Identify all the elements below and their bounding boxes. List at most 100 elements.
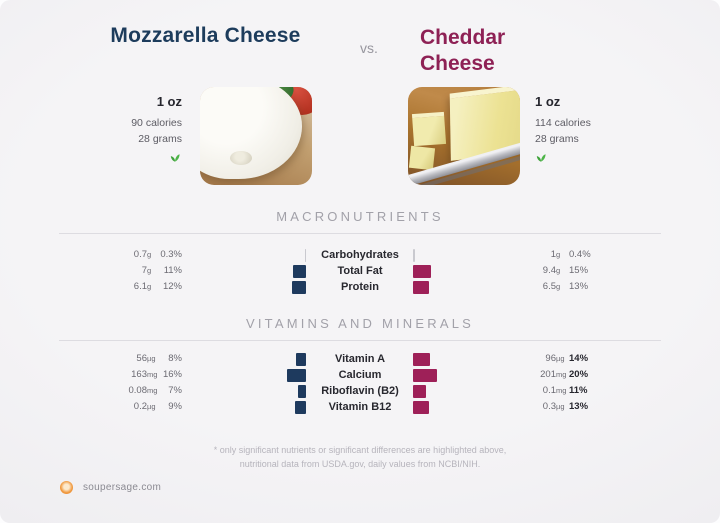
left-value-bar <box>295 400 306 414</box>
nutrient-label: Calcium <box>338 369 382 381</box>
mozzarella-photo <box>200 87 312 185</box>
left-amount: 6.1 g <box>80 279 151 295</box>
right-value-bar <box>413 368 437 382</box>
left-serving-size: 1 oz <box>156 94 182 109</box>
unit: mg <box>147 370 158 379</box>
left-food-title: Mozzarella Cheese <box>110 24 301 47</box>
sprout-icon <box>57 150 182 162</box>
right-bar-track <box>413 279 523 295</box>
unit: g <box>556 282 561 291</box>
left-value-bar <box>304 248 306 262</box>
unit: g <box>147 250 152 259</box>
cheddar-cube <box>411 111 447 147</box>
nutrient-label: Vitamin A <box>334 353 386 365</box>
left-bar-track <box>206 247 306 263</box>
right-bar-track <box>413 263 523 279</box>
right-value-bar <box>413 352 430 366</box>
unit: mg <box>147 386 158 395</box>
vs-label: vs. <box>360 40 378 56</box>
section-title: VITAMINS AND MINERALS <box>245 316 475 331</box>
right-amount: 0.1 mg <box>518 383 567 399</box>
right-amount: 0.3 µg <box>518 399 565 415</box>
left-amount: 163 mg <box>80 367 157 383</box>
left-percent-dv: 11% <box>163 265 182 276</box>
right-bar-track <box>413 399 523 415</box>
footer: soupersage.com <box>60 481 161 494</box>
right-food-title: Cheddar Cheese <box>420 25 590 76</box>
left-bar-track <box>206 399 306 415</box>
left-percent-dv: 16% <box>162 369 182 380</box>
left-percent-dv: 12% <box>162 281 182 292</box>
nutrient-row: 163 mg 16% Calcium 201 mg 20% <box>0 367 720 383</box>
section-divider <box>59 340 661 341</box>
right-percent-dv: 13% <box>569 401 589 412</box>
left-bar-track <box>206 279 306 295</box>
left-amount: 0.7 g <box>80 247 151 263</box>
left-percent-dv: 9% <box>168 401 182 412</box>
left-value-bar <box>296 352 306 366</box>
nutrient-label: Riboflavin (B2) <box>321 385 399 397</box>
unit: g <box>556 250 561 259</box>
right-bar-track <box>413 367 523 383</box>
nutrient-row: 0.08 mg 7% Riboflavin (B2) 0.1 mg 11% <box>0 383 720 399</box>
left-amount: 0.08 mg <box>80 383 158 399</box>
right-food-title-line1: Cheddar <box>420 26 506 49</box>
mozzarella-dimple <box>230 151 252 165</box>
nutrient-rows: 56 µg 8% Vitamin A 96 µg 14% 163 mg 16% Cal… <box>0 351 720 415</box>
left-serving-info: 1 oz 90 calories 28 grams <box>57 94 182 162</box>
nutrient-row: 56 µg 8% Vitamin A 96 µg 14% <box>0 351 720 367</box>
right-percent-dv: 20% <box>569 369 589 380</box>
nutrient-label: Vitamin B12 <box>328 401 392 413</box>
right-bar-track <box>413 383 523 399</box>
left-value-bar <box>297 384 306 398</box>
mozzarella-ball <box>200 87 302 179</box>
nutrient-row: 0.2 µg 9% Vitamin B12 0.3 µg 13% <box>0 399 720 415</box>
nutrient-row: 6.1 g 12% Protein 6.5 g 13% <box>0 279 720 295</box>
unit: µg <box>147 402 156 411</box>
nutrient-section: VITAMINS AND MINERALS 56 µg 8% Vitamin A … <box>0 317 720 415</box>
left-calories: 90 calories <box>131 117 182 129</box>
right-percent-dv: 14% <box>569 353 589 364</box>
nutrient-label: Total Fat <box>337 265 383 277</box>
left-value-bar <box>286 368 306 382</box>
right-serving-size: 1 oz <box>535 94 561 109</box>
right-amount: 96 µg <box>518 351 564 367</box>
right-amount: 6.5 g <box>518 279 560 295</box>
left-value-bar <box>292 264 306 278</box>
left-value-bar <box>291 280 306 294</box>
right-percent-dv: 11% <box>569 385 588 396</box>
nutrient-label: Carbohydrates <box>321 249 399 261</box>
right-amount: 201 mg <box>518 367 566 383</box>
section-title: MACRONUTRIENTS <box>276 209 444 224</box>
section-divider <box>59 233 661 234</box>
left-grams: 28 grams <box>138 133 182 145</box>
right-amount: 9.4 g <box>518 263 560 279</box>
left-bar-track <box>206 367 306 383</box>
left-bar-track <box>206 351 306 367</box>
left-percent-dv: 7% <box>168 385 182 396</box>
right-percent-dv: 15% <box>569 265 589 276</box>
right-serving-info: 1 oz 114 calories 28 grams <box>535 94 660 162</box>
soupersage-logo-icon <box>60 481 73 494</box>
unit: µg <box>556 402 565 411</box>
unit: g <box>147 266 152 275</box>
right-percent-dv: 0.4% <box>569 249 591 260</box>
right-value-bar <box>413 264 431 278</box>
right-bar-track <box>413 247 523 263</box>
unit: mg <box>556 386 567 395</box>
right-value-bar <box>413 384 427 398</box>
left-calories-grams: 90 calories 28 grams <box>57 115 182 147</box>
right-value-bar <box>413 400 429 414</box>
unit: mg <box>556 370 567 379</box>
cheddar-cube <box>408 145 436 171</box>
right-food-title-line2: Cheese <box>420 51 495 75</box>
right-value-bar <box>413 280 429 294</box>
unit: µg <box>147 354 156 363</box>
